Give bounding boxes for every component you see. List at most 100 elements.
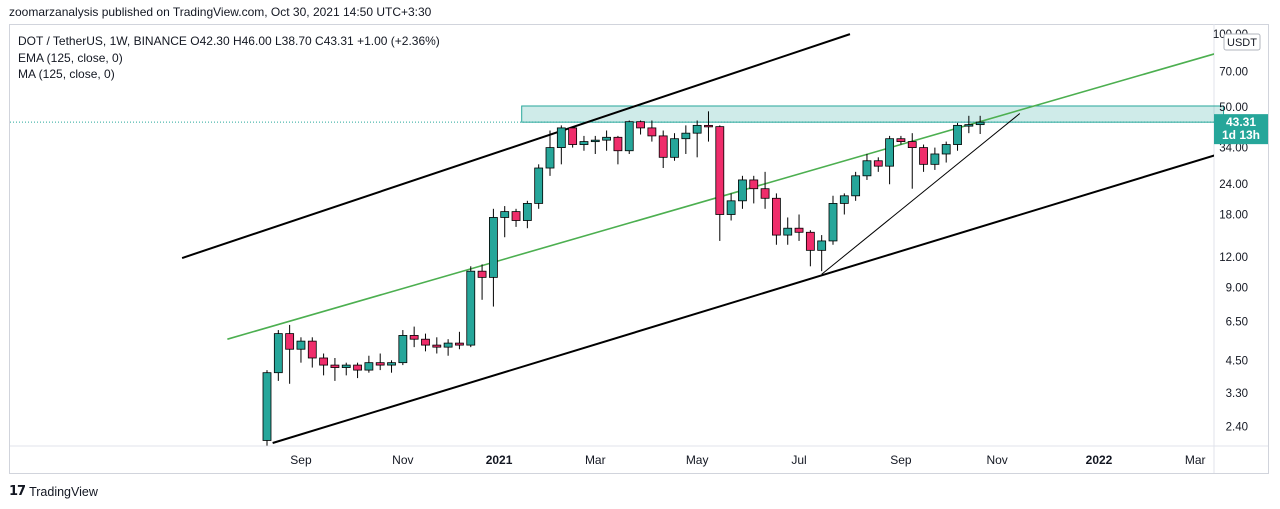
candle[interactable] — [353, 362, 362, 379]
candle[interactable] — [783, 217, 793, 245]
candle[interactable] — [421, 333, 430, 352]
rising-support-trendline[interactable] — [821, 113, 1021, 275]
candle[interactable] — [296, 337, 306, 363]
candle[interactable] — [805, 230, 815, 267]
candle[interactable] — [873, 157, 883, 172]
candle[interactable] — [455, 331, 464, 350]
candle[interactable] — [556, 125, 566, 165]
candle-body — [783, 227, 793, 236]
candle-body — [409, 335, 419, 340]
candle[interactable] — [568, 126, 578, 148]
candle[interactable] — [919, 144, 928, 172]
publisher-caption: zoomarzanalysis published on TradingView… — [9, 5, 432, 19]
candle[interactable] — [681, 125, 691, 154]
candle[interactable] — [647, 120, 657, 142]
candle-body — [907, 141, 917, 149]
candle[interactable] — [624, 120, 634, 154]
candle-body — [772, 197, 781, 236]
candle[interactable] — [772, 193, 781, 245]
candle-body — [477, 270, 487, 278]
candle[interactable] — [726, 193, 736, 221]
tradingview-brand[interactable]: 17 TradingView — [9, 484, 98, 499]
green-trendline[interactable] — [227, 51, 1223, 340]
candle[interactable] — [285, 324, 295, 384]
candle[interactable] — [760, 171, 770, 209]
candle[interactable] — [262, 370, 272, 446]
candle[interactable] — [511, 208, 521, 227]
price-tick-label: 70.00 — [1219, 67, 1248, 79]
symbol-info[interactable]: DOT / TetherUS, 1W, BINANCE O42.30 H46.0… — [18, 34, 440, 48]
candle[interactable] — [658, 130, 668, 169]
candle[interactable] — [409, 326, 419, 348]
price-tick-label: 12.00 — [1219, 252, 1248, 264]
price-tick-label: 18.00 — [1219, 209, 1248, 221]
candle[interactable] — [602, 130, 611, 151]
candle[interactable] — [443, 339, 453, 356]
candle[interactable] — [941, 141, 951, 163]
channel-upper-line[interactable] — [181, 33, 851, 259]
candle[interactable] — [330, 357, 340, 381]
candle[interactable] — [896, 135, 906, 145]
candle[interactable] — [307, 337, 317, 368]
candle[interactable] — [398, 330, 408, 366]
candle-body — [670, 138, 679, 158]
candle[interactable] — [500, 206, 510, 238]
candle-body — [273, 333, 283, 374]
candle[interactable] — [613, 135, 623, 165]
candle-body — [285, 333, 295, 350]
candle[interactable] — [670, 133, 679, 161]
candle[interactable] — [364, 355, 374, 373]
candle[interactable] — [794, 214, 804, 241]
candle[interactable] — [375, 353, 385, 371]
candle[interactable] — [477, 264, 487, 300]
candle-body — [851, 175, 861, 197]
candle-body — [715, 126, 725, 215]
candle-body — [500, 211, 510, 218]
resistance-zone[interactable] — [521, 105, 1225, 123]
candle[interactable] — [522, 200, 532, 229]
currency-badge[interactable] — [1223, 33, 1261, 51]
candle[interactable] — [319, 353, 329, 376]
candle[interactable] — [953, 122, 962, 151]
channel-lower-line[interactable] — [272, 149, 1235, 444]
price-tick-label: 6.50 — [1226, 317, 1248, 329]
candle[interactable] — [749, 175, 759, 204]
candle[interactable] — [579, 135, 589, 151]
candle[interactable] — [341, 362, 351, 376]
candle[interactable] — [817, 235, 827, 272]
candle[interactable] — [885, 135, 894, 185]
candle-body — [443, 342, 453, 348]
candle[interactable] — [715, 125, 725, 241]
candle[interactable] — [545, 130, 555, 176]
candle[interactable] — [862, 153, 872, 180]
candle[interactable] — [466, 266, 476, 348]
candle-body — [885, 138, 894, 167]
candle[interactable] — [964, 115, 974, 134]
candle[interactable] — [636, 120, 645, 135]
candle[interactable] — [387, 360, 396, 373]
candle[interactable] — [692, 120, 702, 158]
candle[interactable] — [828, 195, 838, 245]
candle[interactable] — [590, 135, 600, 154]
candle-body — [330, 364, 340, 368]
candle[interactable] — [907, 133, 917, 189]
ema-indicator-label[interactable]: EMA (125, close, 0) — [18, 50, 123, 65]
candle[interactable] — [488, 208, 498, 307]
candle-body — [658, 135, 668, 158]
candle[interactable] — [839, 193, 849, 215]
candle[interactable] — [432, 337, 442, 354]
time-tick-label: Mar — [585, 453, 606, 467]
candle[interactable] — [851, 171, 861, 201]
candle[interactable] — [738, 175, 747, 209]
candle[interactable] — [930, 147, 940, 170]
candle[interactable] — [975, 115, 985, 134]
price-tick-label: 34.00 — [1219, 143, 1248, 155]
candle-body — [760, 188, 770, 199]
ma-indicator-label[interactable]: MA (125, close, 0) — [18, 67, 115, 81]
candle-body — [387, 362, 396, 366]
candle[interactable] — [534, 164, 544, 209]
candle[interactable] — [704, 111, 713, 142]
candle[interactable] — [273, 330, 283, 381]
last-price-badge — [1214, 114, 1268, 145]
